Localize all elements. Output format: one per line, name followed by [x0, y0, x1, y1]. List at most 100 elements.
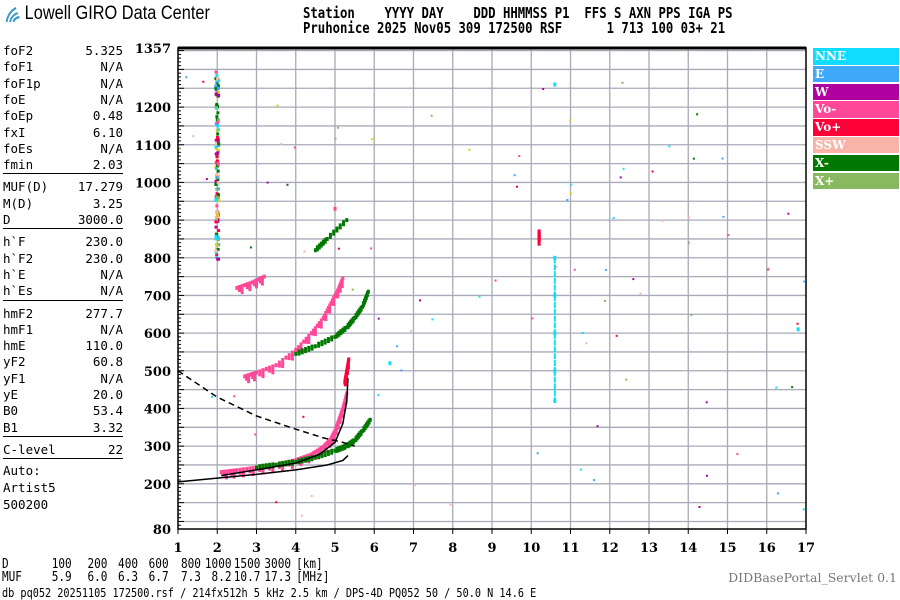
- echo-point: [254, 433, 257, 436]
- echo-point: [192, 135, 195, 138]
- echo-point: [612, 217, 615, 220]
- param-fof2: foF2 5.325: [3, 43, 123, 59]
- param-md: M(D) 3.25: [3, 196, 123, 212]
- trace-point: [317, 453, 321, 460]
- autoscaler-line: Artist5: [3, 480, 56, 496]
- echo-point: [214, 142, 218, 146]
- trace-point: [553, 284, 556, 291]
- trace-point: [310, 344, 314, 351]
- param-foes: foEs N/A: [3, 141, 123, 157]
- wifi-logo-icon: [5, 6, 20, 23]
- row-value: 10.7: [233, 570, 261, 585]
- row-value: 6.7: [148, 570, 169, 585]
- trace-point: [255, 278, 258, 289]
- trace-point: [284, 460, 288, 467]
- trace-point: [237, 284, 241, 292]
- trace-point: [319, 318, 323, 329]
- logo-text: Lowell GIRO Data Center: [24, 3, 210, 24]
- param-d: D 3000.0: [3, 212, 123, 228]
- servlet-label: DIDBasePortal_Servlet 0.1: [728, 570, 897, 585]
- autoscaler-line: Auto:: [3, 463, 41, 479]
- echo-point: [215, 255, 219, 259]
- trace-point: [320, 340, 324, 347]
- echo-point: [217, 79, 221, 83]
- muf-row: MUF 5.9 6.0 6.3 6.7 7.3 8.2 10.7 17.3 [MHz]: [2, 570, 329, 585]
- trace-point: [343, 376, 347, 387]
- y-tick-label: 600: [144, 327, 171, 342]
- row-value: 100: [51, 557, 72, 572]
- param-value: 230.0: [85, 234, 123, 250]
- param-hmf1: hmF1 N/A: [3, 322, 123, 338]
- row-value: 6.3: [118, 570, 138, 585]
- param-value: 230.0: [85, 250, 123, 266]
- param-mufd: MUF(D) 17.279: [3, 179, 123, 195]
- echo-point: [179, 147, 182, 150]
- param-label: D: [3, 212, 11, 227]
- trace-point-vominus: [309, 452, 313, 457]
- trace-point: [553, 301, 556, 308]
- echo-point: [205, 177, 208, 180]
- x-tick-label: 17: [797, 541, 815, 556]
- echo-point: [300, 514, 303, 517]
- echo-point: [592, 479, 595, 482]
- echo-point: [280, 143, 283, 146]
- param-label: fmin: [3, 157, 34, 173]
- y-tick-label: 200: [144, 478, 171, 493]
- trace-point-vominus: [255, 370, 258, 375]
- trace-point: [256, 277, 260, 282]
- echo-point: [303, 250, 306, 253]
- trace-point: [248, 466, 252, 474]
- param-hes: h`Es N/A: [3, 283, 123, 299]
- param-label: h`Es: [3, 283, 34, 299]
- echo-point: [554, 265, 557, 268]
- echo-point: [216, 83, 220, 87]
- echo-point: [377, 394, 380, 397]
- separator: [3, 299, 123, 301]
- echo-point: [216, 139, 220, 143]
- echo-point: [216, 214, 220, 218]
- trace-point: [342, 401, 346, 412]
- param-label: foF1p: [3, 75, 41, 91]
- param-value: N/A: [100, 75, 123, 91]
- trace-point: [553, 291, 556, 298]
- echo-point: [803, 280, 806, 283]
- trace-point-xminus: [345, 218, 349, 223]
- echo-point: [310, 495, 313, 498]
- trace-point: [326, 337, 330, 344]
- trace-point: [320, 452, 324, 459]
- echo-point: [632, 278, 635, 281]
- param-label: h`E: [3, 266, 26, 282]
- trace-point-xminus: [333, 334, 337, 339]
- echo-point: [215, 252, 219, 256]
- trace-point: [302, 455, 306, 460]
- profile-curve: [177, 455, 349, 483]
- trace-point: [342, 220, 346, 227]
- trace-point: [323, 338, 327, 345]
- echo-point: [216, 140, 220, 144]
- echo-point: [419, 299, 422, 302]
- trace-point: [337, 446, 341, 453]
- echo-point: [216, 243, 220, 247]
- trace-point: [330, 434, 334, 445]
- echo-point: [722, 215, 725, 218]
- echo-point: [214, 70, 218, 74]
- x-tick-label: 8: [448, 541, 457, 556]
- trace-point: [248, 281, 252, 292]
- trace-point-nne: [388, 361, 392, 366]
- trace-point: [332, 229, 336, 236]
- x-tick-label: 13: [640, 541, 658, 556]
- x-tick-label: 11: [561, 541, 579, 556]
- trace-point: [343, 326, 347, 333]
- row-value: 200: [87, 557, 108, 572]
- trace-point: [553, 376, 556, 383]
- x-tick-label: 4: [291, 541, 300, 556]
- trace-point: [271, 462, 275, 469]
- echo-point: [214, 106, 218, 110]
- echo-point: [776, 492, 779, 495]
- legend-item-xminus: X-: [813, 154, 899, 172]
- echo-point: [651, 170, 654, 173]
- echo-point: [214, 198, 218, 202]
- param-label: yF1: [3, 370, 26, 386]
- footer-info: db pq052 20251105 172500.rsf / 214fx512h…: [2, 586, 537, 600]
- legend-item-voplus: Vo+: [813, 119, 899, 136]
